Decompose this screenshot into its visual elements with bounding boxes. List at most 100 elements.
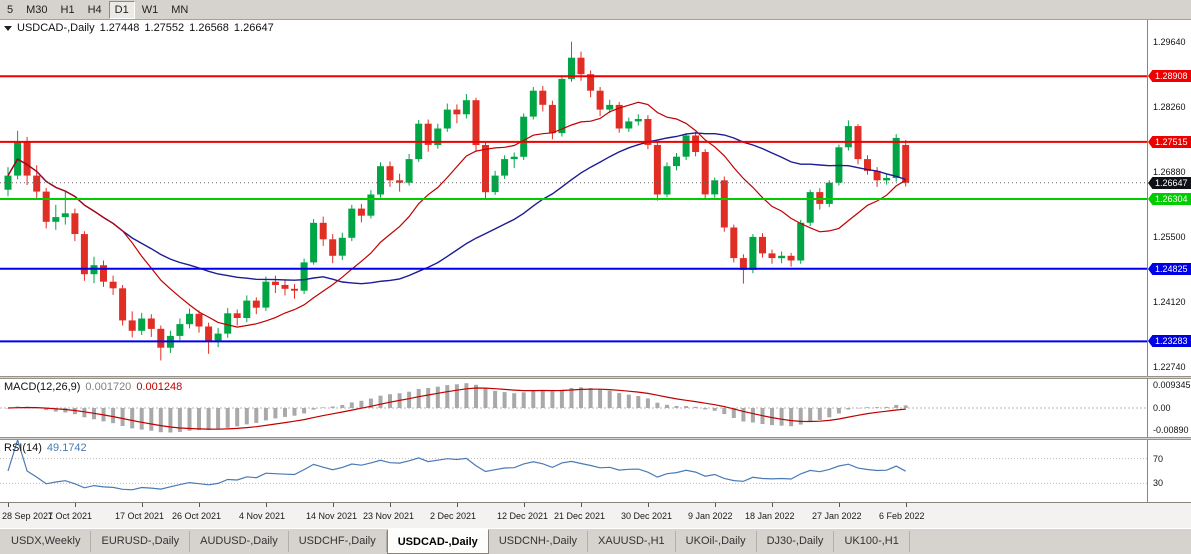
chart-tab-usdchf-daily[interactable]: USDCHF-,Daily [289, 531, 387, 552]
date-label: 14 Nov 2021 [306, 511, 358, 521]
rsi-value: 49.1742 [46, 442, 87, 454]
ohlc-high: 1.27552 [144, 22, 185, 34]
ma-slow-line [7, 132, 906, 285]
macd-title: MACD(12,26,9) 0.001720 0.001248 [4, 381, 182, 393]
chart-tab-usdcnh-daily[interactable]: USDCNH-,Daily [489, 531, 589, 552]
horizontal-level-lines[interactable] [0, 75, 1147, 343]
price-axis-label: 0.009345 [1153, 380, 1191, 390]
chart-tab-audusd-daily[interactable]: AUDUSD-,Daily [190, 531, 289, 552]
ohlc-open: 1.27448 [99, 22, 140, 34]
price-axis-label: 1.28260 [1153, 102, 1186, 112]
price-axis-label: 1.26880 [1153, 167, 1186, 177]
timeframe-toolbar: 5 M30 H1 H4 D1 W1 MN [0, 0, 1191, 20]
chart-tab-dj30-daily[interactable]: DJ30-,Daily [757, 531, 835, 552]
current-price-tag: 1.26647 [1148, 177, 1191, 189]
macd-value: 0.001720 [85, 381, 132, 393]
macd-canvas[interactable] [0, 379, 1147, 437]
price-chart-canvas[interactable] [0, 20, 1147, 376]
rsi-canvas[interactable] [0, 440, 1147, 502]
time-axis-tick [772, 503, 773, 507]
time-axis-tick [8, 503, 9, 507]
date-label: 12 Dec 2021 [497, 511, 549, 521]
macd-pane[interactable]: MACD(12,26,9) 0.001720 0.001248 [0, 379, 1147, 437]
date-label: 2 Dec 2021 [430, 511, 477, 521]
chart-dropdown-icon[interactable] [4, 26, 12, 31]
macd-signal-value: 0.001248 [136, 381, 183, 393]
price-axis[interactable]: 1.29640 1.28260 1.26880 1.25500 1.24120 1.227… [1147, 20, 1191, 502]
timeframe-button-d1[interactable]: D1 [108, 0, 135, 19]
date-label: 4 Nov 2021 [239, 511, 286, 521]
date-label: 6 Feb 2022 [879, 511, 925, 521]
chart-tab-xauusd-h1[interactable]: XAUUSD-,H1 [588, 531, 676, 552]
price-level-tag: 1.26304 [1148, 193, 1191, 205]
ohlc-low: 1.26568 [189, 22, 229, 34]
time-axis-tick [457, 503, 458, 507]
rsi-name-label: RSI(14) [4, 442, 42, 454]
price-level-tag: 1.28908 [1148, 70, 1191, 82]
timeframe-button-mn[interactable]: MN [165, 1, 194, 19]
chart-tab-usdcad-daily[interactable]: USDCAD-,Daily [386, 529, 489, 554]
price-axis-label: 30 [1153, 478, 1164, 488]
price-axis-label: 1.29640 [1153, 37, 1186, 47]
time-axis-tick [266, 503, 267, 507]
timeframe-button-w1[interactable]: W1 [136, 1, 165, 19]
chart-tab-eurusd-daily[interactable]: EURUSD-,Daily [91, 531, 191, 552]
timeframe-button-h4[interactable]: H4 [82, 1, 108, 19]
date-label: 7 Oct 2021 [48, 511, 93, 521]
ma-fast-line [7, 101, 907, 328]
price-axis-label: 1.22740 [1153, 362, 1186, 372]
date-label: 27 Jan 2022 [812, 511, 862, 521]
time-axis[interactable]: 28 Sep 2021 7 Oct 2021 17 Oct 2021 26 Oct 2… [0, 502, 1191, 528]
rsi-pane[interactable]: RSI(14) 49.1742 [0, 440, 1147, 502]
chart-title: USDCAD-,Daily 1.27448 1.27552 1.26568 1.… [4, 22, 274, 34]
date-label: 23 Nov 2021 [363, 511, 415, 521]
date-label: 30 Dec 2021 [621, 511, 673, 521]
chart-tab-bar: USDX,Weekly EURUSD-,Daily AUDUSD-,Daily USD… [0, 528, 1191, 554]
time-axis-tick [75, 503, 76, 507]
time-axis-tick [648, 503, 649, 507]
date-label: 17 Oct 2021 [115, 511, 165, 521]
price-axis-label: -0.00890 [1153, 425, 1189, 435]
candlestick-layer [4, 41, 910, 361]
date-label: 9 Jan 2022 [688, 511, 733, 521]
timeframe-button-5[interactable]: 5 [1, 1, 19, 19]
time-axis-tick [390, 503, 391, 507]
chart-tab-usdx-weekly[interactable]: USDX,Weekly [1, 531, 92, 552]
price-level-tag: 1.24825 [1148, 263, 1191, 275]
chart-tab-ukoil-daily[interactable]: UKOil-,Daily [676, 531, 757, 552]
macd-histogram [6, 383, 908, 433]
main-chart-pane[interactable]: USDCAD-,Daily 1.27448 1.27552 1.26568 1.… [0, 20, 1147, 376]
ohlc-close: 1.26647 [233, 22, 274, 34]
price-level-tag: 1.23283 [1148, 335, 1191, 347]
date-label: 18 Jan 2022 [745, 511, 795, 521]
price-axis-label: 0.00 [1153, 403, 1171, 413]
time-axis-tick [715, 503, 716, 507]
time-axis-tick [142, 503, 143, 507]
price-axis-label: 1.24120 [1153, 297, 1186, 307]
macd-signal-line [7, 387, 906, 430]
timeframe-button-m30[interactable]: M30 [20, 1, 53, 19]
chart-tab-uk100-h1[interactable]: UK100-,H1 [834, 531, 910, 552]
time-axis-tick [906, 503, 907, 507]
pane-splitter[interactable] [0, 376, 1191, 379]
timeframe-button-h1[interactable]: H1 [55, 1, 81, 19]
pane-splitter[interactable] [0, 437, 1191, 440]
time-axis-tick [333, 503, 334, 507]
rsi-level-lines [0, 458, 1147, 484]
rsi-title: RSI(14) 49.1742 [4, 442, 87, 454]
moving-average-layer [7, 101, 907, 328]
price-axis-label: 1.25500 [1153, 232, 1186, 242]
time-axis-tick [524, 503, 525, 507]
date-label: 21 Dec 2021 [554, 511, 606, 521]
time-axis-tick [581, 503, 582, 507]
price-level-tag: 1.27515 [1148, 136, 1191, 148]
date-label: 28 Sep 2021 [2, 511, 54, 521]
rsi-line [7, 440, 906, 491]
macd-name-label: MACD(12,26,9) [4, 381, 81, 393]
chart-symbol-label: USDCAD-,Daily [17, 22, 95, 34]
time-axis-tick [839, 503, 840, 507]
date-label: 26 Oct 2021 [172, 511, 222, 521]
price-axis-label: 70 [1153, 454, 1164, 464]
time-axis-tick [199, 503, 200, 507]
